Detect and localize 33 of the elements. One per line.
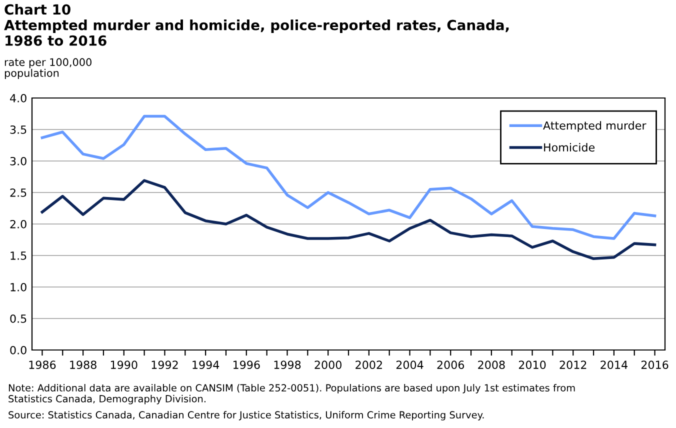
x-tick-label: 2004	[396, 360, 424, 370]
legend-label: Attempted murder	[543, 121, 646, 132]
y-tick-label: 1.5	[10, 252, 26, 260]
y-tick-label: 1.0	[10, 282, 26, 292]
x-tick-label: 2000	[314, 360, 342, 370]
x-tick-label: 2014	[600, 360, 628, 370]
legend-label: Homicide	[544, 142, 595, 152]
y-tick-label: 0.5	[10, 314, 26, 323]
chart-title: Chart 10 Attempted murder and homicide, police-reported rates, Canada, 1986 to 2016	[4, 4, 509, 46]
x-tick-label: 1988	[70, 360, 96, 370]
text: Note: Additional data are available on CANSIM (Table 252-0051). Populations are based upon July 1st estimates from Statistics Canada, Demography Division.	[8, 384, 575, 404]
y-tick-label: 2.0	[10, 220, 26, 228]
x-tick-label: 1998	[274, 360, 301, 370]
x-tick-label: 1994	[192, 360, 220, 370]
x-tick-label: 1996	[233, 360, 260, 370]
x-tick-label: 2016	[641, 360, 668, 370]
x-tick-label: 1990	[110, 360, 138, 370]
line-series	[40, 114, 656, 240]
y-tick-label: 4.0	[10, 94, 26, 102]
x-tick-label: 2008	[478, 360, 505, 370]
x-tick-label: 2002	[356, 360, 382, 370]
x-tick-label: 2012	[560, 360, 586, 370]
x-tick-label: 1992	[152, 360, 178, 370]
x-tick-label: 1986	[29, 360, 56, 370]
y-tick-label: 0.0	[10, 346, 26, 354]
x-tick-label: 2010	[518, 360, 546, 370]
y-axis-title: rate per 100,000 population	[4, 58, 92, 79]
source-note: Source: Statistics Canada, Canadian Centre for Justice Statistics, Uniform Crime Reporting Survey.	[8, 411, 484, 420]
y-tick-label: 3.5	[10, 125, 26, 134]
y-tick-label: 2.5	[10, 188, 26, 197]
line-series	[40, 179, 656, 260]
x-tick-label: 2006	[437, 360, 464, 370]
y-tick-label: 3.0	[10, 156, 26, 166]
